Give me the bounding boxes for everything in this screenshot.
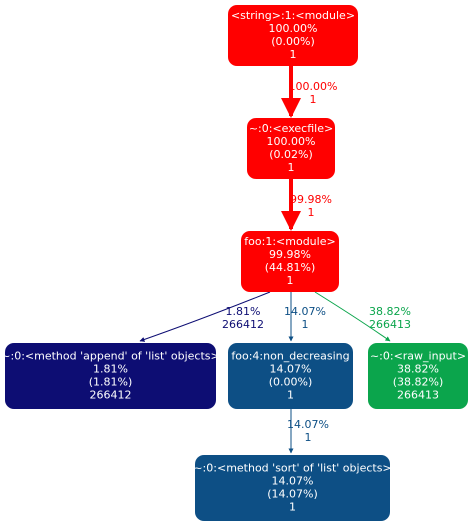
node-label: 1	[289, 501, 296, 514]
edge: 38.82%266413	[314, 291, 411, 342]
node-label: 1	[290, 48, 297, 61]
node-label: 100.00%	[269, 22, 318, 35]
node-label: foo:4:non_decreasing	[231, 350, 349, 363]
node-label: ~:0:<method 'append' of 'list' objects>	[1, 350, 219, 363]
node-label: 266412	[90, 389, 132, 402]
node-label: 266413	[397, 389, 439, 402]
edge-label: 1	[308, 206, 315, 219]
node: ~:0:<method 'sort' of 'list' objects>14.…	[193, 455, 392, 521]
edge-label: 14.07%	[284, 305, 326, 318]
edge-label: 266413	[369, 318, 411, 331]
node-box	[228, 343, 353, 409]
node: <string>:1:<module>100.00%(0.00%)1	[228, 5, 358, 66]
node-label: 100.00%	[267, 135, 316, 148]
node-label: (44.81%)	[265, 261, 316, 274]
node-label: 99.98%	[269, 248, 311, 261]
edge-label: 1	[305, 431, 312, 444]
edge-label: 100.00%	[289, 80, 338, 93]
node-label: (0.02%)	[269, 148, 313, 161]
node-label: (38.82%)	[393, 376, 444, 389]
edge: 14.07%1	[284, 292, 326, 342]
node-box	[228, 5, 358, 66]
node-box	[368, 343, 468, 409]
node-label: 14.07%	[270, 363, 312, 376]
node-label: (1.81%)	[89, 376, 133, 389]
node-label: 14.07%	[272, 475, 314, 488]
node-label: <string>:1:<module>	[231, 9, 355, 22]
edge-label: 99.98%	[290, 193, 332, 206]
node-label: ~:0:<raw_input>	[370, 350, 466, 363]
node-label: ~:0:<execfile>	[249, 122, 333, 135]
node-label: 38.82%	[397, 363, 439, 376]
node: ~:0:<method 'append' of 'list' objects>1…	[1, 343, 220, 409]
node-label: (0.00%)	[269, 376, 313, 389]
node: ~:0:<raw_input>38.82%(38.82%)266413	[368, 343, 468, 409]
edge-label: 14.07%	[287, 418, 329, 431]
edge-label: 266412	[222, 318, 264, 331]
node-label: 1	[287, 389, 294, 402]
node-label: ~:0:<method 'sort' of 'list' objects>	[193, 462, 391, 475]
node-label: (0.00%)	[271, 35, 315, 48]
node: ~:0:<execfile>100.00%(0.02%)1	[247, 118, 335, 179]
node-label: 1	[287, 274, 294, 287]
edge-label: 38.82%	[369, 305, 411, 318]
node-box	[247, 118, 335, 179]
edge: 99.98%1	[281, 179, 332, 231]
edge: 100.00%1	[281, 66, 338, 118]
node-box	[5, 343, 216, 409]
node-label: 1.81%	[93, 363, 128, 376]
edge-line	[139, 291, 271, 342]
node-label: (14.07%)	[267, 488, 318, 501]
node-box	[241, 231, 339, 292]
node: foo:1:<module>99.98%(44.81%)1	[241, 231, 339, 292]
node-label: foo:1:<module>	[244, 235, 335, 248]
edge-label: 1	[310, 93, 317, 106]
node-box	[195, 455, 390, 521]
edge-label: 1	[302, 318, 309, 331]
edge: 14.07%1	[287, 409, 329, 454]
edge: 1.81%266412	[139, 291, 271, 342]
node-label: 1	[288, 161, 295, 174]
edge-line	[314, 291, 391, 342]
edge-label: 1.81%	[226, 305, 261, 318]
